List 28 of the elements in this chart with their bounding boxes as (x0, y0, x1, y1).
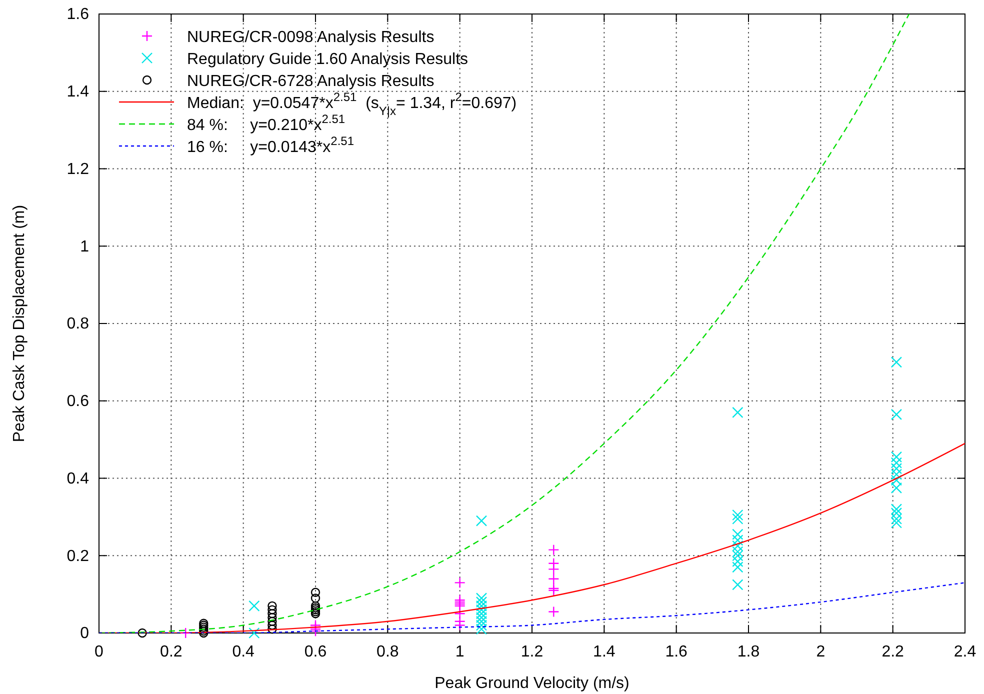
x-tick-label: 2 (816, 643, 826, 660)
x-tick-label: 0.8 (376, 643, 399, 660)
y-tick-label: 1.4 (66, 83, 90, 100)
x-tick-label: 0.4 (232, 643, 255, 660)
y-tick-label: 0.8 (66, 316, 90, 333)
x-tick-label: 1.4 (593, 643, 616, 660)
x-tick-label: 2.2 (882, 643, 904, 660)
x-axis-title: Peak Ground Velocity (m/s) (434, 675, 630, 692)
y-tick-label: 0.2 (66, 548, 90, 565)
y-tick-label: 0 (80, 625, 90, 642)
y-tick-label: 1.6 (66, 6, 90, 24)
x-tick-label: 1.2 (520, 643, 544, 660)
y-tick-label: 1 (80, 238, 90, 256)
x-tick-label: 0 (94, 643, 104, 660)
x-tick-label: 0.2 (160, 643, 182, 660)
x-tick-label: 1 (455, 643, 464, 660)
y-tick-label: 0.4 (66, 470, 90, 488)
legend-label: 16 %: y=0.0143*x$^{2.51}$ (187, 134, 354, 156)
legend-label: Regulatory Guide 1.60 Analysis Results (187, 51, 468, 68)
x-tick-label: 2.4 (954, 643, 976, 660)
y-tick-label: 0.6 (66, 392, 90, 410)
y-tick-label: 1.2 (66, 160, 90, 178)
legend-label: NUREG/CR-6728 Analysis Results (187, 73, 434, 90)
x-tick-label: 1.8 (737, 643, 760, 660)
y-axis-title: Peak Cask Top Displacement (m) (11, 204, 28, 442)
legend-label: NUREG/CR-0098 Analysis Results (187, 29, 434, 46)
x-tick-label: 0.6 (304, 643, 327, 660)
x-tick-label: 1.6 (665, 643, 688, 660)
